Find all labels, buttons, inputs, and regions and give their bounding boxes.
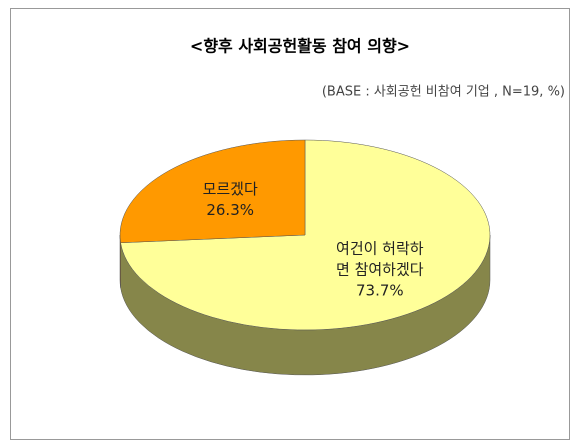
slice-value: 73.7% — [355, 281, 404, 300]
slice-label: 여건이 허락하면 참여하겠다 73.7% — [334, 239, 426, 302]
pie-slice — [119, 139, 306, 244]
slice-name: 여건이 허락하면 참여하겠다 — [336, 239, 424, 279]
slice-name: 모르겠다 — [202, 179, 258, 198]
slice-value: 26.3% — [206, 200, 254, 219]
slice-label: 모르겠다 26.3% — [184, 179, 276, 221]
chart-title: <향후 사회공헌활동 참여 의향> — [190, 37, 410, 56]
chart-subtitle: (BASE : 사회공헌 비참여 기업 , N=19, %) — [322, 85, 565, 100]
pie-slice — [120, 139, 491, 331]
